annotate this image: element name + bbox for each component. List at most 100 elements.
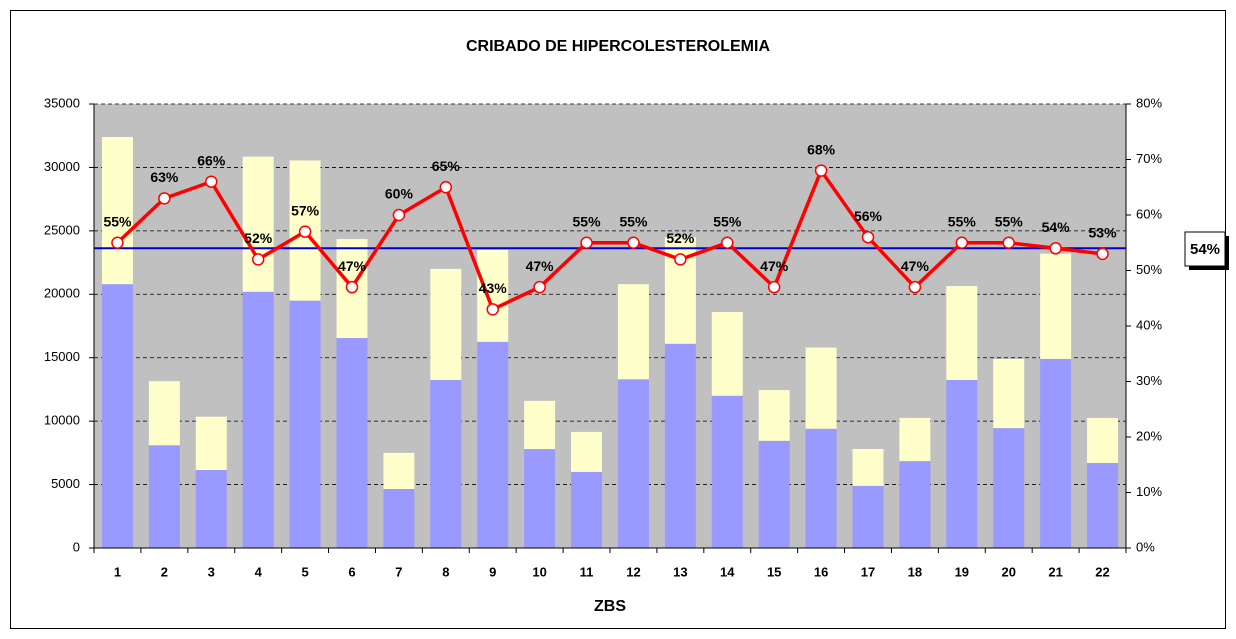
bar-segment xyxy=(101,284,133,548)
x-tick-label: 8 xyxy=(442,564,449,579)
data-label: 43% xyxy=(479,280,508,296)
bar-segment xyxy=(852,449,884,486)
bar-segment xyxy=(195,416,227,470)
bar-segment xyxy=(571,471,603,548)
y2-tick-label: 40% xyxy=(1136,317,1162,332)
bar-segment xyxy=(1087,463,1119,548)
data-label: 55% xyxy=(995,213,1024,229)
x-tick-label: 18 xyxy=(908,564,922,579)
y2-tick-label: 30% xyxy=(1136,373,1162,388)
bar-segment xyxy=(899,417,931,462)
data-label: 55% xyxy=(948,213,977,229)
x-tick-label: 11 xyxy=(580,564,594,579)
line-series xyxy=(116,166,1103,312)
line-marker xyxy=(908,280,922,294)
line-marker xyxy=(298,225,312,238)
line-marker xyxy=(533,280,546,294)
line-marker xyxy=(861,230,875,244)
data-label: 63% xyxy=(150,169,179,185)
bar-segment xyxy=(711,312,743,396)
data-label: 66% xyxy=(197,152,226,168)
y-tick-label: 30000 xyxy=(44,159,80,174)
x-tick-label: 2 xyxy=(161,564,168,579)
data-label: 55% xyxy=(103,213,132,229)
bar-segment xyxy=(946,286,978,380)
data-label: 55% xyxy=(619,213,648,229)
y-tick-label: 15000 xyxy=(44,349,80,364)
data-label: 52% xyxy=(666,230,695,246)
line-marker xyxy=(345,280,359,294)
line-marker xyxy=(627,236,640,249)
x-axis-title: ZBS xyxy=(594,598,626,615)
bar-segment xyxy=(805,347,837,429)
y-tick-label: 5000 xyxy=(51,476,80,491)
bar-segment xyxy=(993,358,1025,429)
bar-segment xyxy=(242,291,274,548)
data-label: 55% xyxy=(713,213,742,229)
x-tick-label: 19 xyxy=(955,564,969,579)
x-tick-label: 15 xyxy=(767,564,781,579)
line-marker xyxy=(1049,242,1062,255)
reference-label-box xyxy=(1184,231,1226,267)
bar-segment xyxy=(101,136,133,285)
line-marker xyxy=(205,175,218,188)
line-marker xyxy=(392,208,406,222)
line-marker xyxy=(251,253,265,266)
bar-segment xyxy=(383,452,415,490)
bar-segment xyxy=(899,461,931,548)
y2-tick-label: 70% xyxy=(1136,151,1162,166)
bar-segment xyxy=(477,249,509,342)
line-marker xyxy=(674,253,687,266)
bar-segment xyxy=(758,440,790,548)
bar-segment xyxy=(148,381,180,446)
bar-segment xyxy=(946,379,978,548)
y2-tick-label: 20% xyxy=(1136,428,1162,443)
x-tick-label: 20 xyxy=(1001,564,1015,579)
data-label: 52% xyxy=(244,230,273,246)
bar-segment xyxy=(383,489,415,548)
data-label: 60% xyxy=(385,186,414,202)
data-label: 68% xyxy=(807,141,836,157)
line-marker xyxy=(439,181,453,194)
bar-segment xyxy=(524,400,556,450)
y2-tick-label: 10% xyxy=(1136,484,1162,499)
bar-segment xyxy=(336,338,368,548)
x-tick-label: 12 xyxy=(626,564,640,579)
y2-tick-label: 0% xyxy=(1136,539,1155,554)
x-tick-label: 7 xyxy=(395,564,402,579)
data-label: 47% xyxy=(760,258,789,274)
x-tick-label: 4 xyxy=(255,564,263,579)
line-marker xyxy=(721,236,734,249)
line-marker xyxy=(814,164,828,177)
data-label: 47% xyxy=(338,258,367,274)
data-label: 47% xyxy=(526,258,555,274)
bar-segment xyxy=(430,268,462,380)
x-tick-label: 5 xyxy=(301,564,308,579)
bar-segment xyxy=(242,156,274,292)
y-tick-label: 10000 xyxy=(44,413,80,428)
bar-segment xyxy=(805,428,837,548)
x-tick-label: 13 xyxy=(673,564,687,579)
x-tick-label: 3 xyxy=(208,564,215,579)
y-tick-label: 20000 xyxy=(44,286,80,301)
bar-segment xyxy=(289,300,321,548)
y-tick-label: 0 xyxy=(73,539,80,554)
line-marker xyxy=(158,192,171,205)
line-marker xyxy=(767,280,781,294)
reference-label: 54% xyxy=(1190,241,1220,258)
bar-segment xyxy=(1087,417,1119,464)
x-tick-label: 6 xyxy=(348,564,355,579)
bar-segment xyxy=(195,469,227,548)
bar-segment xyxy=(571,431,603,472)
y-tick-label: 25000 xyxy=(44,222,80,237)
y2-tick-label: 50% xyxy=(1136,262,1162,277)
bar-segment xyxy=(1040,358,1072,548)
bar-segment xyxy=(524,449,556,548)
data-label: 56% xyxy=(854,208,883,224)
bar-segment xyxy=(852,485,884,548)
bar-segment xyxy=(1040,253,1072,359)
bar-segment xyxy=(148,445,180,548)
bar-segment xyxy=(477,341,509,548)
chart-title: CRIBADO DE HIPERCOLESTEROLEMIA xyxy=(466,38,770,55)
